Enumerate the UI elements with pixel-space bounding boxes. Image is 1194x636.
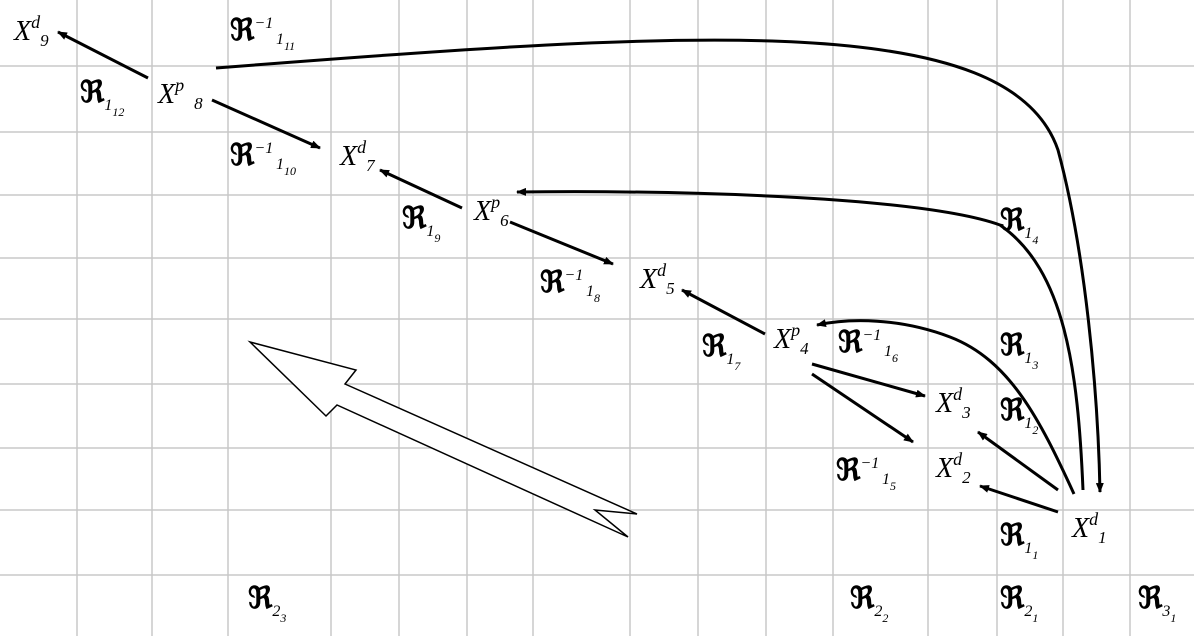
- svg-text:ℜ19: ℜ19: [402, 201, 440, 245]
- svg-text:ℜ14: ℜ14: [1000, 203, 1038, 247]
- svg-text:Xd3: Xd3: [935, 384, 971, 422]
- edge-x4-to-x5: [681, 288, 766, 336]
- node-x9: Xd9: [13, 12, 49, 50]
- svg-text:ℜ23: ℜ23: [248, 581, 286, 625]
- hollow-direction-arrow: [247, 340, 638, 538]
- relation-r2-1: ℜ21: [1000, 581, 1038, 625]
- relation-rinv1-5: ℜ−115: [836, 453, 896, 493]
- edge-x8-to-x9: [57, 30, 149, 80]
- relation-r3-1: ℜ31: [1138, 581, 1176, 625]
- relation-rinv1-6: ℜ−116: [838, 325, 898, 365]
- relation-r1-2: ℜ12: [1000, 393, 1038, 437]
- node-x3: Xd3: [935, 384, 971, 422]
- relation-rinv1-11: ℜ−1111: [230, 13, 295, 53]
- edge-x8-to-x1: [215, 38, 1104, 493]
- edge-x6-to-x7: [379, 168, 463, 210]
- edge-x4-to-x2: [811, 372, 914, 444]
- svg-text:ℜ−1111: ℜ−1111: [230, 13, 295, 53]
- relation-r2-2: ℜ22: [850, 581, 888, 625]
- edge-x1-to-x3: [977, 430, 1059, 492]
- svg-text:ℜ13: ℜ13: [1000, 328, 1038, 372]
- svg-text:ℜ21: ℜ21: [1000, 581, 1038, 625]
- relation-r1-7: ℜ17: [702, 329, 741, 373]
- relation-r1-9: ℜ19: [402, 201, 440, 245]
- relation-rinv1-10: ℜ−1110: [230, 138, 296, 178]
- svg-text:Xp8: Xp8: [157, 75, 203, 113]
- svg-text:Xd7: Xd7: [339, 137, 376, 175]
- svg-text:ℜ−118: ℜ−118: [540, 265, 600, 305]
- relation-r1-4: ℜ14: [1000, 203, 1038, 247]
- svg-text:Xp4: Xp4: [773, 320, 809, 358]
- svg-text:ℜ17: ℜ17: [702, 329, 741, 373]
- relation-r2-3: ℜ23: [248, 581, 286, 625]
- node-x8: Xp8: [157, 75, 203, 113]
- svg-text:Xd9: Xd9: [13, 12, 49, 50]
- svg-text:Xp6: Xp6: [473, 192, 509, 230]
- node-x4: Xp4: [773, 320, 809, 358]
- relation-r1-1: ℜ11: [1000, 518, 1038, 562]
- svg-text:Xd5: Xd5: [639, 260, 675, 298]
- relation-r1-3: ℜ13: [1000, 328, 1038, 372]
- svg-text:ℜ−1110: ℜ−1110: [230, 138, 296, 178]
- edge-x4-to-x3: [811, 362, 926, 398]
- edge-x1-to-x2: [979, 484, 1059, 514]
- svg-text:ℜ31: ℜ31: [1138, 581, 1176, 625]
- svg-text:ℜ−116: ℜ−116: [838, 325, 898, 365]
- node-x7: Xd7: [339, 137, 376, 175]
- node-x6: Xp6: [473, 192, 509, 230]
- svg-text:ℜ112: ℜ112: [80, 75, 124, 119]
- svg-text:Xd1: Xd1: [1071, 509, 1107, 547]
- svg-text:ℜ−115: ℜ−115: [836, 453, 896, 493]
- svg-text:ℜ22: ℜ22: [850, 581, 888, 625]
- svg-text:ℜ12: ℜ12: [1000, 393, 1038, 437]
- svg-text:Xd2: Xd2: [935, 449, 971, 487]
- edge-x6-to-x5: [509, 220, 614, 266]
- edge-x1-to-x4: [816, 319, 1076, 495]
- node-x1: Xd1: [1071, 509, 1107, 547]
- relation-r1-12: ℜ112: [80, 75, 124, 119]
- edge-x1-to-x6: [516, 187, 1085, 491]
- svg-text:ℜ11: ℜ11: [1000, 518, 1038, 562]
- edges: [57, 30, 1104, 514]
- relation-rinv1-8: ℜ−118: [540, 265, 600, 305]
- edge-x8-to-x7: [211, 98, 321, 150]
- node-x2: Xd2: [935, 449, 971, 487]
- node-x5: Xd5: [639, 260, 675, 298]
